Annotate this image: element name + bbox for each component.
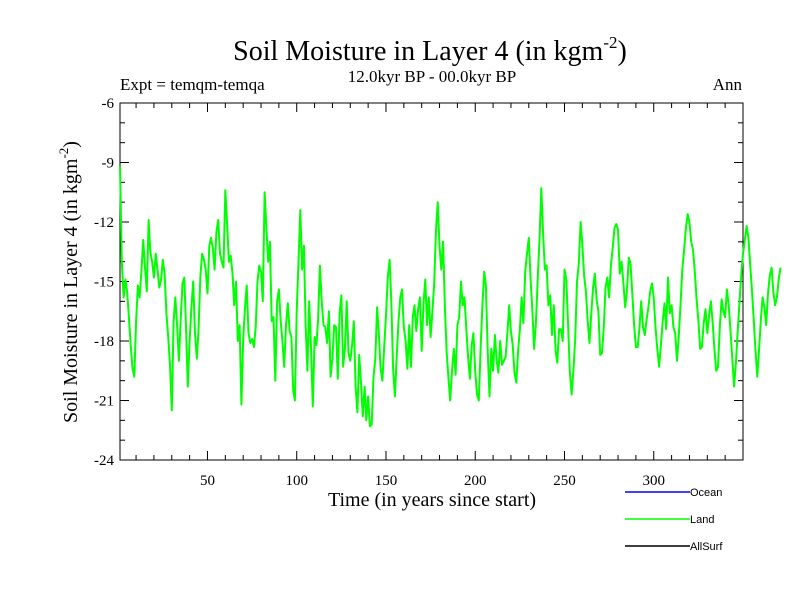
y-tick-label: -18 <box>94 334 114 350</box>
legend-label-ocean: Ocean <box>690 487 722 499</box>
series-line-land <box>119 166 782 428</box>
chart-title: Soil Moisture in Layer 4 (in kgm-2) <box>233 33 627 67</box>
x-tick-label: 150 <box>375 473 398 489</box>
y-tick-label: -9 <box>102 156 115 172</box>
y-tick-label: -15 <box>94 275 114 291</box>
x-tick-label: 50 <box>200 473 215 489</box>
legend-label-allsurf: AllSurf <box>690 541 723 553</box>
time-range-label: 12.0kyr BP - 00.0kyr BP <box>348 67 516 86</box>
experiment-label: Expt = temqm-temqa <box>120 75 265 94</box>
y-tick-label: -6 <box>102 96 115 112</box>
x-axis-label: Time (in years since start) <box>328 489 536 511</box>
y-tick-label: -24 <box>94 453 114 469</box>
legend-label-land: Land <box>690 514 714 526</box>
chart-title-superscript: -2 <box>603 33 617 52</box>
y-axis-label-close: ) <box>60 141 82 148</box>
plot-series <box>119 166 782 428</box>
x-tick-label: 200 <box>464 473 487 489</box>
plot-axes: 50 100 150 200 250 300 -6 -9 -12 -15 -18 -21 -24 <box>94 96 744 489</box>
y-axis-label-superscript: -2 <box>56 148 71 159</box>
y-tick-label: -12 <box>94 215 114 231</box>
x-tick-label: 300 <box>642 473 665 489</box>
plot-frame <box>119 102 744 461</box>
chart-title-main: Soil Moisture in Layer 4 (in kgm <box>233 36 603 67</box>
legend: Ocean Land AllSurf <box>625 487 723 553</box>
x-tick-label: 100 <box>285 473 308 489</box>
season-label: Ann <box>713 75 743 94</box>
x-tick-label: 250 <box>553 473 576 489</box>
chart-title-close: ) <box>618 36 627 67</box>
y-tick-label: -21 <box>94 394 114 410</box>
y-axis-label: Soil Moisture in Layer 4 (in kgm-2) <box>56 141 82 423</box>
y-axis-label-main: Soil Moisture in Layer 4 (in kgm <box>60 158 82 423</box>
